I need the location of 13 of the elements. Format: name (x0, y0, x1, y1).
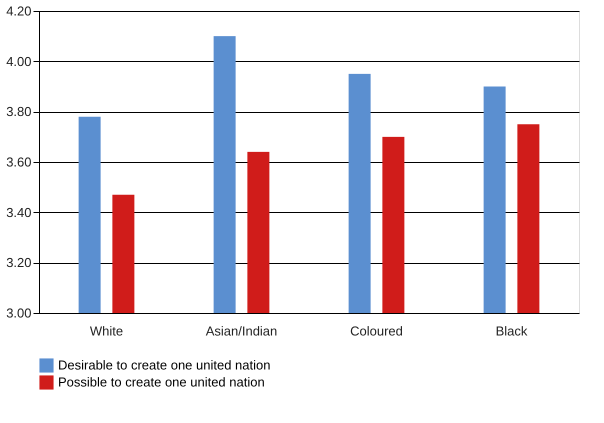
y-tick-label: 4.20 (6, 4, 32, 18)
legend-label: Desirable to create one united nation (58, 358, 270, 372)
legend-label: Possible to create one united nation (58, 374, 265, 390)
x-tick-label: Black (496, 324, 528, 338)
y-tick-label: 3.00 (6, 306, 32, 320)
x-tick-label: White (90, 324, 124, 338)
y-tick-label: 3.40 (6, 204, 32, 220)
y-tick-label: 3.80 (6, 104, 32, 120)
y-tick-label: 3.20 (6, 255, 32, 270)
y-tick-label: 4.00 (6, 54, 32, 69)
y-tick-label: 3.60 (6, 154, 32, 170)
x-tick-label: Asian/Indian (206, 324, 278, 338)
x-tick-label: Coloured (350, 324, 403, 338)
